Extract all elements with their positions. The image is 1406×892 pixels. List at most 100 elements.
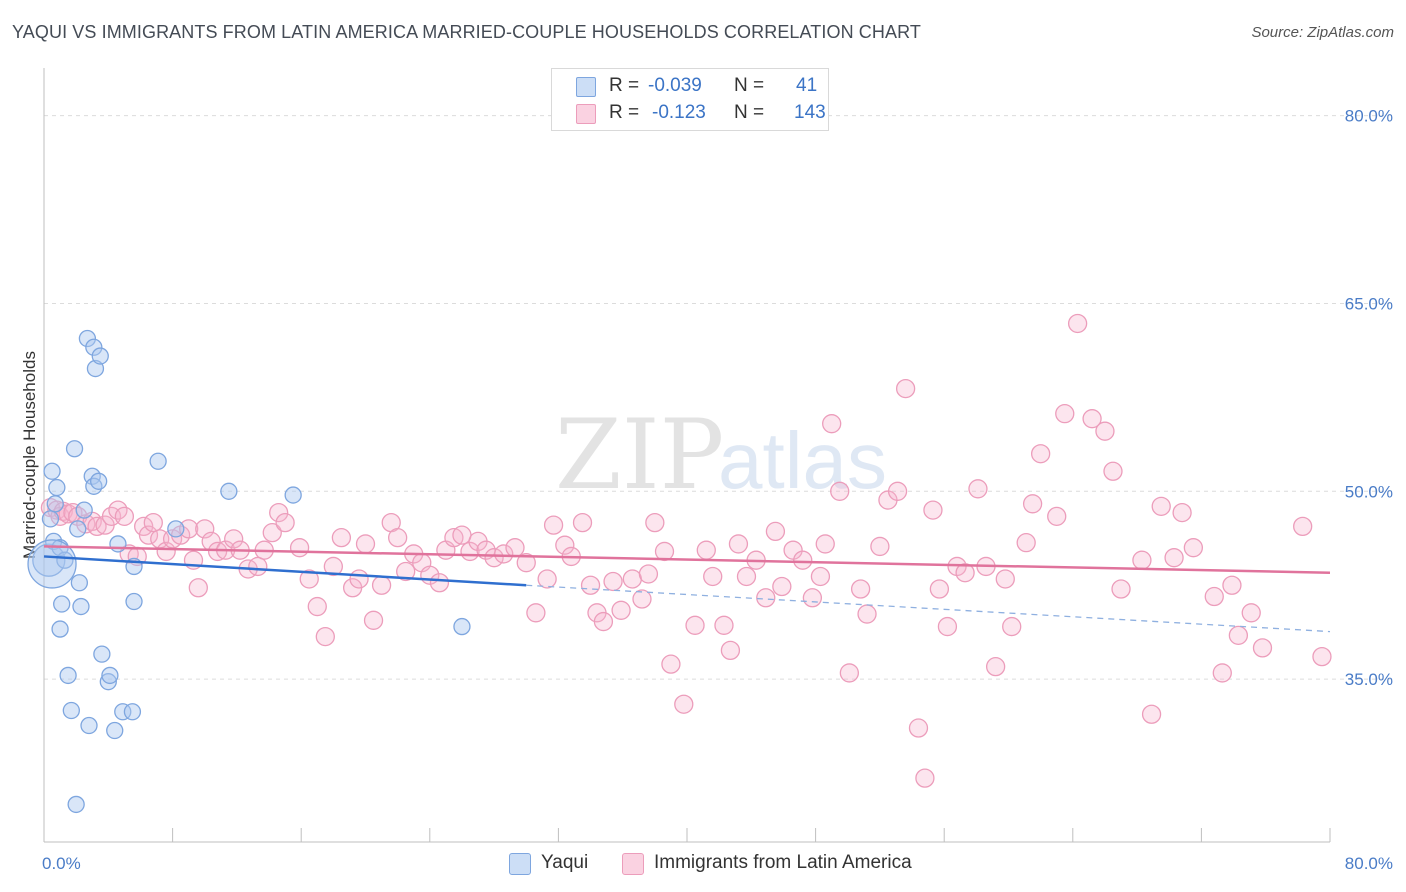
yaqui-n-label: N =	[734, 75, 765, 96]
yaqui-point	[32, 543, 66, 577]
yaqui-point	[123, 703, 142, 721]
legend-yaqui-label: Yaqui	[541, 852, 589, 873]
latam-point	[1164, 548, 1184, 568]
latam-point	[138, 525, 159, 545]
latam-point	[224, 529, 244, 549]
latam-point	[114, 506, 135, 527]
yaqui-point	[46, 495, 64, 513]
latam-point	[1172, 502, 1192, 523]
latam-point	[593, 611, 614, 632]
latam-point	[387, 528, 408, 548]
latam-point	[248, 556, 268, 577]
latam-point	[505, 538, 525, 558]
yaqui-point	[114, 703, 132, 721]
latam-point	[179, 519, 199, 539]
latam-point	[580, 575, 601, 595]
latam-point	[188, 578, 208, 598]
yaqui-r-value: -0.039	[648, 75, 702, 96]
latam-point	[887, 481, 908, 501]
latam-point	[1241, 603, 1261, 623]
y-tick-label: 80.0%	[1345, 107, 1393, 126]
latam-point	[1293, 516, 1313, 537]
latam-point	[839, 663, 860, 683]
latam-point	[452, 525, 472, 545]
latam-point	[1312, 646, 1332, 667]
latam-point	[793, 550, 813, 570]
yaqui-point	[69, 520, 87, 538]
grid-lines	[44, 115, 1392, 680]
legend-latam-swatch	[622, 853, 644, 875]
yaqui-point	[220, 482, 238, 500]
latam-point	[543, 515, 564, 535]
latam-point	[995, 569, 1015, 589]
yaqui-point	[53, 595, 71, 613]
latam-point	[937, 616, 958, 637]
latam-point	[68, 506, 88, 527]
x-tick-label: 80.0%	[1345, 854, 1393, 873]
legend-yaqui-swatch	[509, 853, 531, 875]
latam-point	[262, 522, 282, 543]
latam-point	[1151, 496, 1171, 516]
latam-point	[654, 541, 675, 562]
y-tick-label: 50.0%	[1345, 482, 1393, 501]
latam-point	[289, 538, 310, 558]
latam-r-label: R =	[609, 102, 640, 123]
tick-labels: 80.0% 65.0% 50.0% 35.0% 0.0% 80.0%	[42, 107, 1393, 873]
latam-point	[207, 541, 228, 562]
yaqui-point	[59, 666, 77, 685]
latam-point	[87, 516, 107, 537]
yaqui-point	[48, 478, 66, 497]
y-tick-label: 65.0%	[1345, 294, 1393, 313]
yaqui-point	[149, 452, 167, 470]
latam-point	[275, 512, 295, 533]
latam-point	[772, 576, 792, 597]
latam-point	[307, 596, 327, 617]
latam-point	[756, 588, 776, 608]
latam-point	[1252, 638, 1273, 658]
latam-point	[1082, 409, 1102, 429]
latam-point	[1095, 421, 1115, 441]
latam-point	[1204, 586, 1224, 607]
latam-point	[269, 502, 289, 523]
yaqui-point	[453, 617, 471, 636]
yaqui-point	[90, 472, 108, 490]
yaqui-point	[41, 510, 60, 528]
latam-point	[728, 534, 749, 554]
latam-point	[572, 512, 593, 533]
latam-point	[783, 540, 803, 560]
latam-point	[1031, 444, 1051, 464]
latam-point	[134, 516, 154, 537]
yaqui-point	[106, 721, 124, 740]
yaqui-point	[284, 486, 302, 504]
latam-point	[720, 640, 741, 661]
yaqui-trend-extension	[526, 584, 1331, 633]
latam-point	[830, 481, 850, 501]
latam-point	[1111, 579, 1131, 599]
latam-point	[645, 512, 665, 533]
latam-point	[611, 600, 631, 620]
latam-point	[331, 528, 352, 548]
latam-point	[815, 534, 835, 554]
latam-n-label: N =	[734, 102, 765, 123]
legend-latam-label: Immigrants from Latin America	[654, 852, 912, 873]
latam-point	[985, 657, 1006, 677]
latam-point	[526, 603, 546, 623]
source-credit: Source: ZipAtlas.com	[1251, 24, 1394, 41]
latam-point	[1222, 575, 1242, 595]
yaqui-point	[43, 462, 61, 480]
latam-point	[968, 479, 988, 499]
latam-point	[638, 564, 659, 584]
latam-point	[685, 615, 705, 635]
yaqui-point	[101, 666, 119, 685]
latam-point	[555, 535, 575, 555]
latam-point	[1183, 538, 1204, 558]
latam-point	[195, 519, 215, 539]
latam-point	[632, 589, 652, 609]
x-tick-label: 0.0%	[42, 854, 81, 873]
yaqui-point	[70, 574, 89, 592]
latam-point	[349, 569, 369, 589]
latam-point	[516, 553, 536, 573]
latam-point	[1141, 704, 1162, 724]
latam-point	[822, 414, 842, 434]
